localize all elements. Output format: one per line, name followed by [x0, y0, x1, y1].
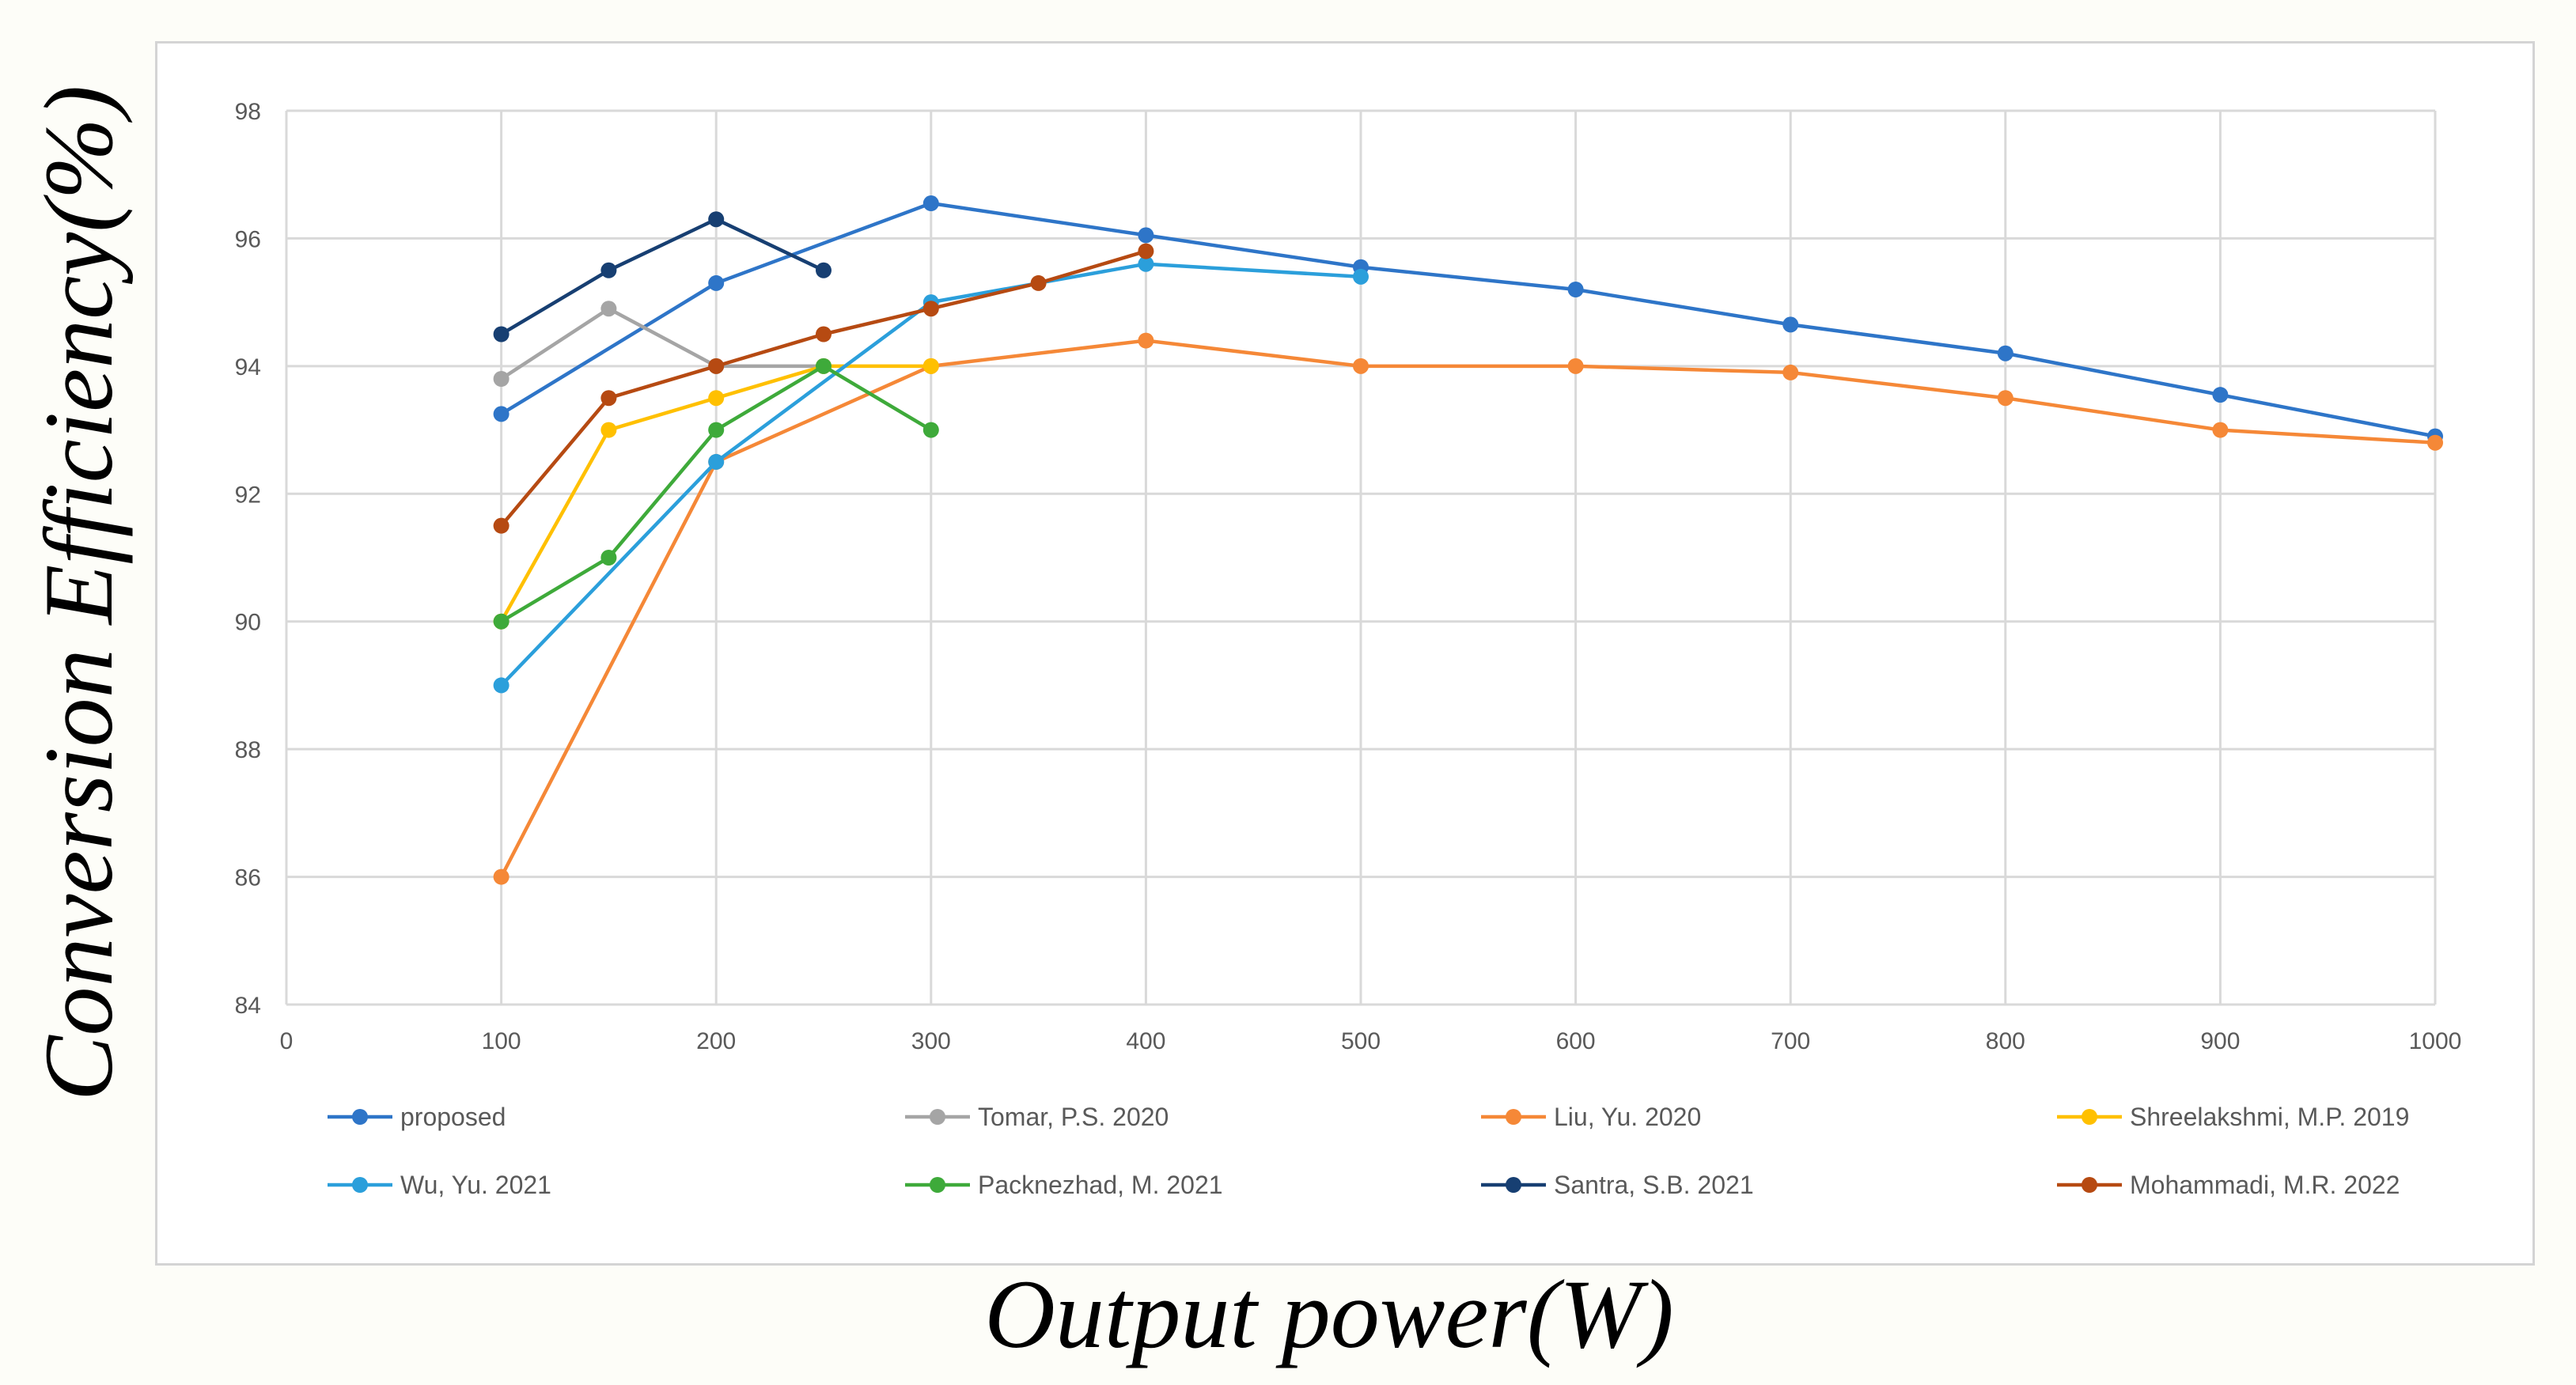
- data-point: [1782, 316, 1799, 333]
- x-tick-label: 800: [1986, 1028, 2025, 1054]
- data-point: [816, 326, 832, 342]
- data-point: [1353, 268, 1369, 285]
- legend-marker: [1506, 1177, 1521, 1193]
- series-line-6: [500, 217, 824, 336]
- data-point: [2212, 387, 2229, 403]
- data-point: [493, 517, 510, 534]
- legend-label: Wu, Yu. 2021: [400, 1171, 551, 1199]
- data-point: [1138, 227, 1154, 244]
- series-line-2: [499, 339, 2436, 878]
- data-point: [2427, 434, 2443, 451]
- data-point: [600, 422, 617, 438]
- legend-label: Santra, S.B. 2021: [1554, 1171, 1754, 1199]
- data-point: [600, 390, 617, 407]
- data-point: [708, 211, 725, 228]
- x-tick-label: 500: [1341, 1028, 1381, 1054]
- y-tick-label: 84: [235, 993, 261, 1019]
- series-line-7: [499, 249, 1147, 528]
- legend-marker: [930, 1109, 945, 1125]
- x-tick-label: 600: [1556, 1028, 1596, 1054]
- series-line-1: [500, 306, 824, 380]
- legend-marker: [2082, 1109, 2097, 1125]
- data-point: [816, 358, 832, 374]
- data-point: [1138, 255, 1154, 272]
- data-point: [922, 195, 939, 212]
- chart-frame: [155, 41, 2535, 1266]
- y-tick-label: 90: [235, 610, 261, 636]
- x-tick-label: 100: [482, 1028, 521, 1054]
- data-point: [2212, 422, 2229, 438]
- data-point: [1030, 274, 1047, 291]
- data-point: [600, 550, 617, 566]
- y-tick-label: 88: [235, 737, 261, 763]
- data-point: [708, 390, 725, 407]
- data-point: [1353, 358, 1369, 374]
- axis-layer: 84 86 88 90 92 94 96 98 0 100 200 300 400 500 600 700 80…: [235, 99, 2462, 1054]
- data-point: [816, 262, 832, 278]
- data-point: [922, 301, 939, 317]
- legend-marker: [352, 1177, 368, 1193]
- legend-marker: [352, 1109, 368, 1125]
- series-layer: [493, 195, 2443, 885]
- legend-layer: proposed Tomar, P.S. 2020 Liu, Yu. 2020 Shr…: [328, 1103, 2409, 1199]
- x-tick-label: 300: [911, 1028, 951, 1054]
- x-tick-label: 200: [696, 1028, 736, 1054]
- x-tick-label: 1000: [2409, 1028, 2462, 1054]
- data-point: [493, 326, 510, 342]
- y-axis-title: Conversion Efficiency(%): [25, 85, 133, 1102]
- data-point: [1567, 358, 1584, 374]
- series-line-0: [500, 201, 2436, 438]
- data-point: [600, 262, 617, 278]
- y-tick-label: 92: [235, 482, 261, 508]
- legend-label: Packnezhad, M. 2021: [978, 1171, 1223, 1199]
- x-tick-label: 0: [280, 1028, 294, 1054]
- data-point: [708, 274, 725, 291]
- legend-label: proposed: [400, 1103, 506, 1131]
- data-point: [600, 301, 617, 317]
- y-tick-label: 94: [235, 354, 261, 380]
- data-point: [708, 422, 725, 438]
- data-point: [1138, 243, 1154, 259]
- data-point: [708, 453, 725, 470]
- data-point: [1782, 364, 1799, 380]
- data-point: [1997, 345, 2013, 361]
- data-point: [922, 358, 939, 374]
- legend-label: Liu, Yu. 2020: [1554, 1103, 1701, 1131]
- y-tick-label: 86: [235, 865, 261, 891]
- data-point: [493, 677, 510, 694]
- data-point: [1567, 282, 1584, 297]
- data-point: [493, 371, 510, 387]
- legend-marker: [2082, 1177, 2097, 1193]
- x-tick-label: 400: [1126, 1028, 1165, 1054]
- x-axis-title: Output power(W): [984, 1260, 1674, 1368]
- data-point: [1138, 332, 1154, 349]
- legend-marker: [930, 1177, 945, 1193]
- legend-marker: [1506, 1109, 1521, 1125]
- data-point: [493, 406, 510, 422]
- x-tick-label: 700: [1771, 1028, 1810, 1054]
- data-point: [1997, 390, 2013, 407]
- legend-label: Shreelakshmi, M.P. 2019: [2130, 1103, 2409, 1131]
- data-point: [922, 422, 939, 438]
- legend-label: Tomar, P.S. 2020: [978, 1103, 1169, 1131]
- data-point: [708, 358, 725, 374]
- y-tick-label: 96: [235, 226, 261, 252]
- data-point: [493, 613, 510, 630]
- x-tick-label: 900: [2200, 1028, 2240, 1054]
- y-tick-label: 98: [235, 99, 261, 125]
- legend-label: Mohammadi, M.R. 2022: [2130, 1171, 2400, 1199]
- data-point: [493, 868, 510, 885]
